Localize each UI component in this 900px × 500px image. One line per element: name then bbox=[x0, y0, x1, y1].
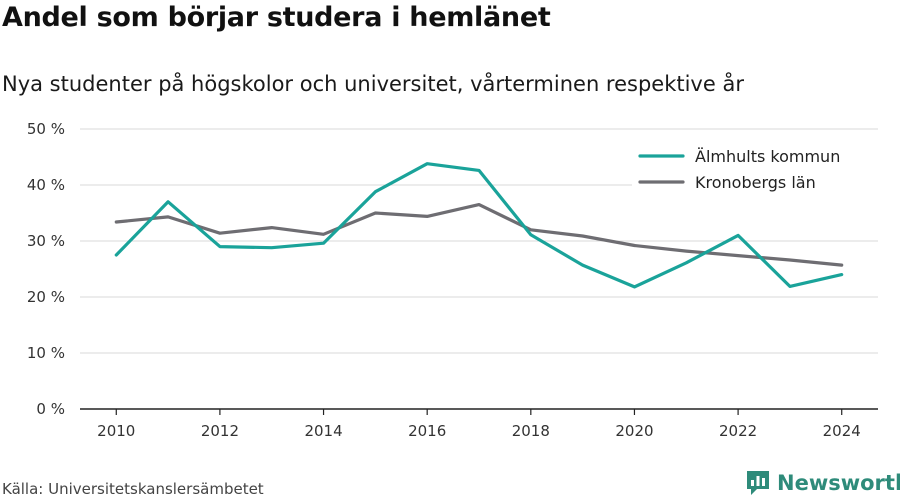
source-note: Källa: Universitetskanslersämbetet bbox=[2, 480, 264, 498]
legend-background bbox=[632, 164, 884, 190]
y-tick-label: 40 % bbox=[27, 176, 65, 194]
chart-title: Andel som börjar studera i hemlänet bbox=[2, 2, 551, 33]
brand-name: Newsworthy bbox=[777, 471, 900, 495]
newsworthy-logo-icon bbox=[747, 471, 769, 495]
y-tick-label: 10 % bbox=[27, 344, 65, 362]
x-tick-label: 2010 bbox=[97, 422, 135, 440]
x-tick-label: 2020 bbox=[615, 422, 653, 440]
chart-subtitle: Nya studenter på högskolor och universit… bbox=[2, 72, 744, 96]
legend-background bbox=[632, 138, 884, 164]
series-line-kronoberg bbox=[114, 203, 844, 267]
y-tick-label: 20 % bbox=[27, 288, 65, 306]
x-tick-label: 2022 bbox=[719, 422, 757, 440]
x-tick-label: 2014 bbox=[304, 422, 342, 440]
x-tick-label: 2012 bbox=[201, 422, 239, 440]
x-tick-label: 2016 bbox=[408, 422, 446, 440]
series-line-almhult bbox=[114, 162, 844, 289]
x-tick-label: 2018 bbox=[512, 422, 550, 440]
legend-label: Älmhults kommun bbox=[695, 147, 840, 166]
brand-logo: Newsworthy bbox=[745, 469, 900, 497]
y-tick-label: 50 % bbox=[27, 120, 65, 138]
y-tick-label: 0 % bbox=[36, 400, 65, 418]
legend-label: Kronobergs län bbox=[695, 173, 816, 192]
x-tick-label: 2024 bbox=[823, 422, 861, 440]
y-tick-label: 30 % bbox=[27, 232, 65, 250]
